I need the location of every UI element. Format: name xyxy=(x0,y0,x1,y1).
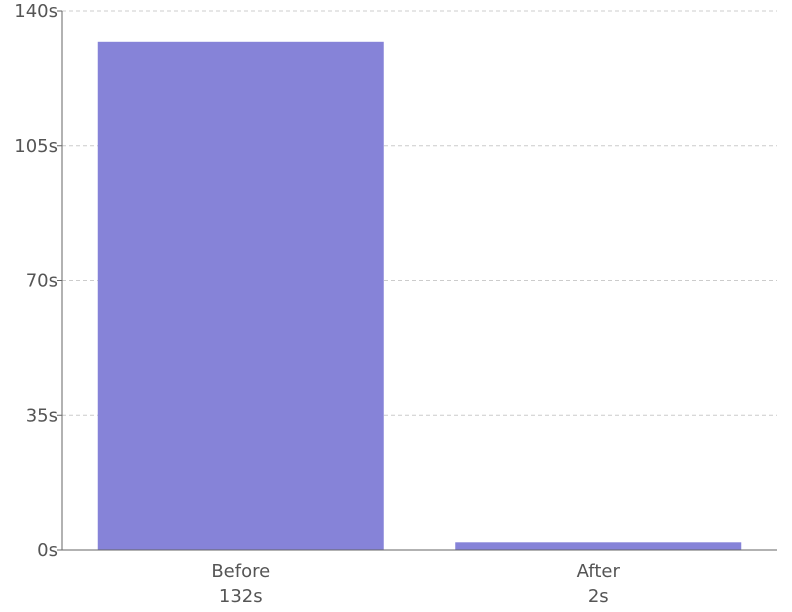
axes xyxy=(57,10,777,551)
y-tick-label: 140s xyxy=(14,1,58,22)
labels: 0s 35s 70s 105s 140s Before 132s After 2s xyxy=(14,1,620,607)
y-tick-label: 70s xyxy=(26,271,58,292)
y-tick-label: 0s xyxy=(37,540,58,561)
bar-after xyxy=(455,542,742,550)
y-tick-label: 105s xyxy=(14,136,58,157)
bar-before xyxy=(97,41,384,551)
bars xyxy=(97,41,742,551)
x-value-label: 2s xyxy=(588,586,609,607)
x-value-label: 132s xyxy=(219,586,263,607)
y-tick-label: 35s xyxy=(26,405,58,426)
x-category-label: Before xyxy=(211,561,270,582)
x-category-label: After xyxy=(577,561,621,582)
